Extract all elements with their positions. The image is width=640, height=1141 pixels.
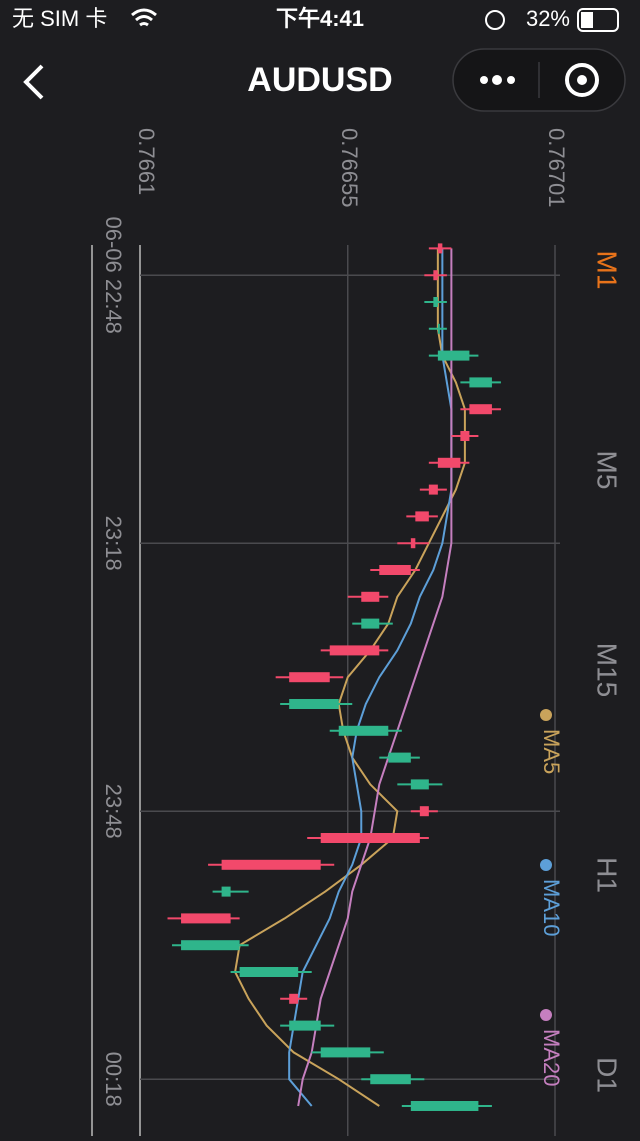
carrier: 无 SIM 卡 (12, 6, 107, 31)
candle-body (388, 752, 411, 763)
candle-body (415, 511, 429, 522)
nav-title: AUDUSD (247, 61, 392, 99)
lock-icon (485, 10, 505, 30)
timeframe-tab[interactable]: M5 (592, 451, 623, 490)
candle-body (370, 1074, 411, 1085)
candle-body (361, 591, 380, 602)
candle-body (289, 993, 299, 1004)
candle-body (361, 618, 380, 629)
back-button[interactable] (23, 64, 44, 100)
candle-body (410, 779, 429, 790)
legend-dot (540, 709, 552, 721)
close-button[interactable] (565, 63, 599, 97)
candle-body (410, 538, 416, 549)
ma-line (234, 248, 466, 1107)
clock: 下午4:41 (276, 6, 364, 31)
price-tick-label: 0.76701 (544, 128, 569, 208)
candle-body (469, 404, 492, 415)
battery-level (581, 12, 593, 28)
timeframe-tab[interactable]: D1 (592, 1057, 623, 1093)
candle-body (181, 940, 240, 951)
timeframe-tab[interactable]: H1 (592, 857, 623, 893)
candle-body (460, 431, 470, 441)
ma-line (288, 248, 453, 1107)
legend-label: MA10 (539, 879, 564, 936)
candle-body (433, 297, 438, 307)
legend-dot (540, 1009, 552, 1021)
candle-body (239, 967, 299, 977)
candle-body (320, 1047, 371, 1058)
candle-body (379, 565, 411, 575)
candle-body (221, 886, 231, 897)
legend-label: MA20 (539, 1029, 564, 1086)
price-tick-label: 0.7661 (134, 128, 159, 195)
timeframe-tab[interactable]: M15 (592, 643, 623, 697)
battery-text: 32% (526, 6, 570, 31)
candle-body (338, 725, 389, 736)
candle-body (289, 672, 330, 683)
candle-body (410, 1101, 479, 1111)
candle-body (320, 833, 420, 843)
candle-body (221, 859, 321, 870)
candle-body (433, 270, 438, 281)
candle-body (437, 323, 440, 334)
candle-body (419, 806, 429, 817)
battery-icon (577, 8, 619, 32)
candle-body (181, 913, 231, 924)
legend-label: MA5 (539, 729, 564, 774)
candle-body (437, 243, 443, 254)
candle-body (289, 1020, 321, 1031)
wifi-icon (131, 8, 157, 27)
candle-body (437, 457, 461, 468)
legend-dot (540, 859, 552, 871)
time-tick-label: 06-06 22:48 (101, 216, 126, 333)
price-tick-label: 0.76655 (337, 128, 362, 208)
more-button[interactable] (480, 75, 515, 85)
time-tick-label: 23:48 (101, 784, 126, 839)
ma-line (297, 248, 453, 1107)
time-tick-label: 23:18 (101, 516, 126, 571)
candle-body (428, 484, 438, 495)
candle-body (329, 645, 380, 656)
candle-body (437, 350, 470, 361)
time-tick-label: 00:18 (101, 1052, 126, 1107)
candle-body (469, 377, 492, 388)
close-dot (577, 75, 587, 85)
candle-body (289, 699, 339, 709)
timeframe-tab[interactable]: M1 (592, 251, 623, 290)
